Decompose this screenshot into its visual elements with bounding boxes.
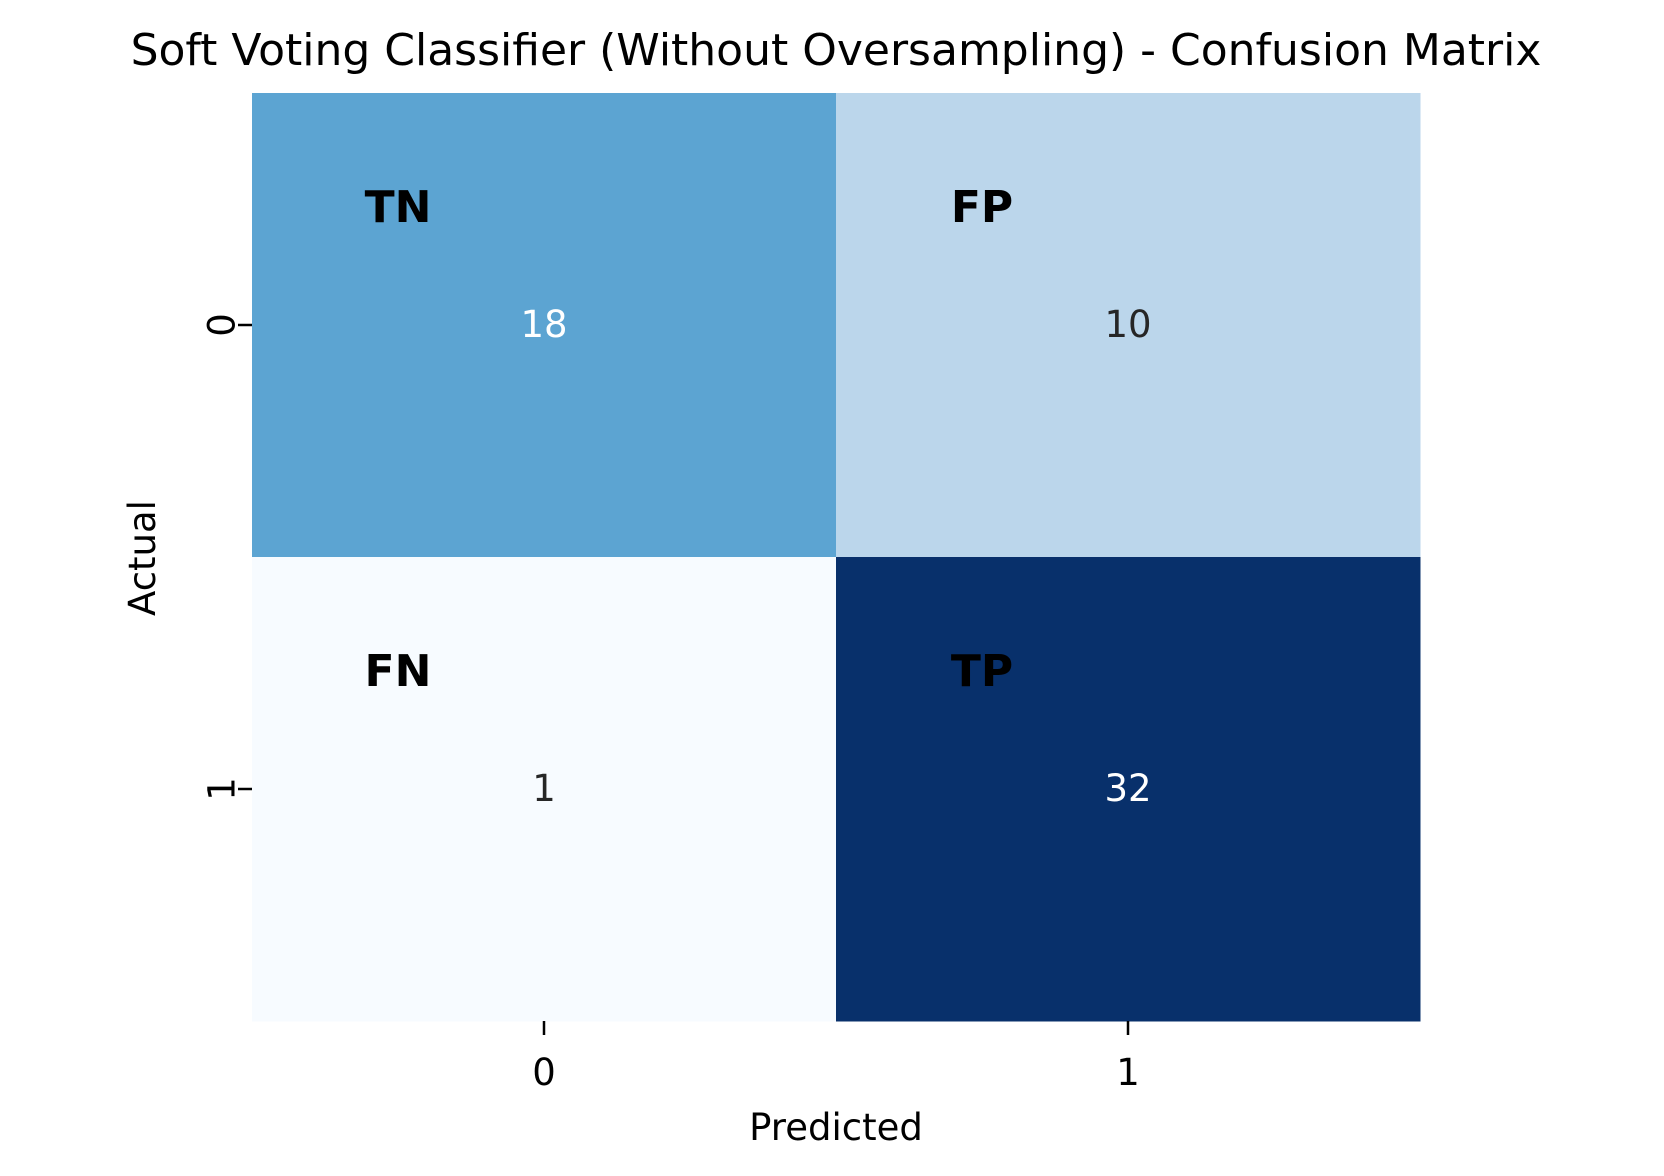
y-tick-label: 0 <box>201 313 244 337</box>
heatmap-cell <box>836 93 1421 558</box>
y-tick-label: 1 <box>201 777 244 801</box>
cell-value: 10 <box>1104 303 1151 346</box>
cell-value: 32 <box>1104 767 1151 810</box>
cell-value: 18 <box>520 303 567 346</box>
heatmap-cell <box>836 557 1421 1022</box>
y-axis: 01 <box>201 313 252 801</box>
x-axis-label: Predicted <box>749 1106 923 1149</box>
cell-label: TN <box>365 182 432 233</box>
chart-title: Soft Voting Classifier (Without Oversamp… <box>131 25 1542 76</box>
y-axis-label: Actual <box>121 500 164 616</box>
heatmap-cells: 18 TN 10 FP 1 FN 32 TP <box>252 93 1421 1022</box>
cell-label: FP <box>951 182 1013 233</box>
heatmap-cell <box>252 557 837 1022</box>
cell-label: FN <box>365 646 432 697</box>
heatmap-cell <box>252 93 837 558</box>
cell-label: TP <box>951 646 1013 697</box>
cell-value: 1 <box>532 767 556 810</box>
x-tick-label: 0 <box>532 1051 556 1094</box>
x-tick-label: 1 <box>1116 1051 1140 1094</box>
